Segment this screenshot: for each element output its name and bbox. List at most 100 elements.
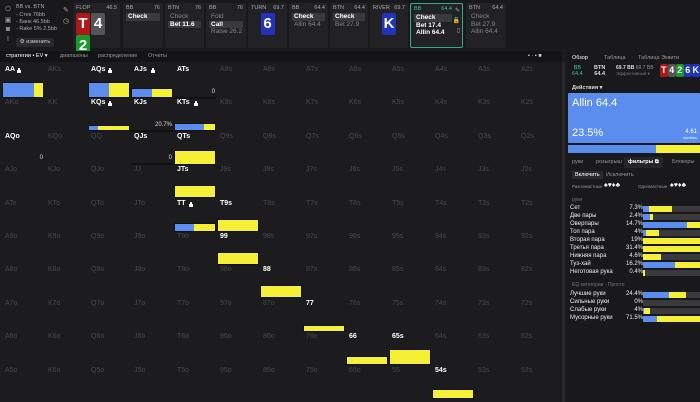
edit-icon[interactable]: ✎ xyxy=(454,8,460,14)
hand-label: A5o xyxy=(5,366,18,374)
suited-suit-filters[interactable]: ♠♥♦♣ xyxy=(670,182,687,189)
action-option[interactable]: Allin 64.4 xyxy=(471,28,498,35)
action-node-bb[interactable]: BB 64.4 Check Bet 17.4 Allin 64.4 ✎ 🔒 ▯ xyxy=(410,3,463,48)
subtab-blockers[interactable]: Блокеры xyxy=(672,159,695,165)
action-node-btn[interactable]: BTN 76 Check Bet 11.6 xyxy=(165,3,204,48)
hand-cell[interactable] xyxy=(389,330,432,366)
hand-cell[interactable] xyxy=(174,163,217,199)
filter-row[interactable]: Топ пара 4% xyxy=(570,229,700,237)
action-option[interactable]: Bet 11.6 xyxy=(168,20,201,28)
category-bar xyxy=(643,230,700,237)
filter-row[interactable]: Мусорные руки 71.5% xyxy=(570,315,700,323)
hand-cell[interactable]: 0 xyxy=(174,63,217,99)
subtab-hands[interactable]: руки xyxy=(572,159,584,165)
power-icon[interactable]: ⏻ xyxy=(5,6,11,13)
exclude-button[interactable]: Исключить xyxy=(606,172,634,178)
scrollbar[interactable] xyxy=(562,62,565,402)
category-bar xyxy=(643,238,700,245)
action-option[interactable]: Allin 64.4 xyxy=(416,29,445,36)
action-option[interactable]: Check xyxy=(333,13,365,21)
action-node-bb[interactable]: BB 64.4 Check Allin 64.4 xyxy=(289,3,328,48)
action-option[interactable]: Call xyxy=(209,20,243,28)
filter-row[interactable]: Сильные руки 0% xyxy=(570,299,700,307)
action-option[interactable]: Check xyxy=(471,13,490,20)
hand-cell[interactable] xyxy=(346,330,389,366)
hand-cell[interactable] xyxy=(260,263,303,299)
action-option[interactable]: Allin 64.4 xyxy=(294,20,321,28)
tab-reports[interactable]: Отчеты xyxy=(148,53,168,59)
change-button[interactable]: ⚙ изменить xyxy=(16,38,54,47)
hand-cell[interactable] xyxy=(174,197,217,232)
subtab-filters[interactable]: фильтры ⧉ xyxy=(624,157,663,168)
subtab-playout[interactable]: розыгрыш xyxy=(596,159,622,165)
action-option[interactable]: Bet 17.4 xyxy=(416,21,441,29)
turn-column[interactable]: TURN 69.7 6 xyxy=(248,3,287,48)
hand-label: 76s xyxy=(349,299,361,307)
offsuit-suit-filters[interactable]: ♠♥♦♣ xyxy=(604,182,621,189)
action-option[interactable]: Bet 27.9 xyxy=(471,20,496,28)
bb-player[interactable]: BB 64.4 xyxy=(572,65,583,77)
flop-column[interactable]: FLOP 46.5 T 42 xyxy=(73,3,120,57)
lock-icon[interactable]: 🔒 xyxy=(452,18,460,24)
hand-cell[interactable] xyxy=(131,63,174,98)
hand-cell[interactable] xyxy=(432,364,475,399)
bar-segment-allin xyxy=(643,206,650,212)
save-icon[interactable]: ▣ xyxy=(4,17,12,24)
hand-cell[interactable] xyxy=(217,197,260,232)
action-node-btn[interactable]: BTN 64.4 Check Bet 27.9 Allin 64.4 xyxy=(466,3,506,48)
hand-cell[interactable] xyxy=(174,130,217,165)
hand-label: 94s xyxy=(435,233,447,240)
filter-row[interactable]: Неготовая рука 0.4% xyxy=(570,269,700,277)
filter-row[interactable]: Слабые руки 4% xyxy=(570,307,700,315)
layout-icons[interactable]: ▪ · ▪ ■ xyxy=(528,53,542,59)
tab-strategy-ev[interactable]: стратегии • EV ▾ xyxy=(6,53,48,59)
action-option[interactable]: Check xyxy=(414,14,452,22)
bar-segment-check xyxy=(674,262,700,269)
hand-cell[interactable]: 0 xyxy=(2,130,45,163)
hand-cell[interactable] xyxy=(217,230,260,265)
hand-cell[interactable] xyxy=(2,63,45,98)
filter-row[interactable]: Нижняя пара 4.6% xyxy=(570,253,700,261)
category-percent: 4% xyxy=(634,307,643,314)
tab-table[interactable]: Таблица xyxy=(604,55,626,61)
text-cursor-icon[interactable]: I xyxy=(7,36,9,43)
action-option[interactable]: Check xyxy=(126,13,160,21)
action-node-bb[interactable]: BB 76 Check xyxy=(123,3,163,48)
hand-cell[interactable] xyxy=(174,96,217,132)
info-line: - Rake 5% 2.5bb xyxy=(16,26,57,32)
action-option[interactable]: Fold xyxy=(211,13,224,20)
edit-icon[interactable]: ✎ xyxy=(63,7,69,14)
hand-cell[interactable]: 0 xyxy=(131,130,174,166)
filter-row[interactable]: Две пары 2.4% xyxy=(570,213,700,221)
hand-value: 0 xyxy=(211,88,215,95)
actions-dropdown[interactable]: Действия ▾ xyxy=(572,85,603,91)
filter-row[interactable]: Вторая пара 19% xyxy=(570,237,700,245)
filter-row[interactable]: Сет 7.3% xyxy=(570,205,700,213)
filter-row[interactable]: Лучшие руки 24.4% xyxy=(570,291,700,299)
hand-cell[interactable] xyxy=(88,63,131,98)
include-button[interactable]: Включить xyxy=(572,171,603,179)
gamepad-icon[interactable]: ◙ xyxy=(5,26,11,33)
tab-distribution[interactable]: распределение xyxy=(98,53,138,59)
hand-cell[interactable]: 20.7% xyxy=(131,96,174,132)
filter-row[interactable]: Туз-хай 16.2% xyxy=(570,261,700,269)
tab-ranges[interactable]: диапазоны xyxy=(60,53,88,59)
action-option[interactable]: Check xyxy=(170,13,189,20)
btn-player[interactable]: BTN 64.4 xyxy=(594,65,606,77)
filter-row[interactable]: Оверпары 14.7% xyxy=(570,221,700,229)
action-node-btn[interactable]: BTN 64.4 Check Bet 27.9 xyxy=(330,3,368,48)
action-option[interactable]: Check xyxy=(292,13,325,21)
copy-icon[interactable]: ▯ xyxy=(456,28,460,34)
tab-equity-table[interactable]: Таблица Эквити xyxy=(638,55,680,61)
action-option[interactable]: Bet 27.9 xyxy=(335,20,360,28)
hand-cell[interactable] xyxy=(88,96,131,132)
clock-icon[interactable]: ◷ xyxy=(63,18,70,25)
action-node-bb[interactable]: BB 76 Fold Call Raise 26.2 xyxy=(206,3,246,48)
river-column[interactable]: RIVER 69.7 K xyxy=(370,3,408,48)
hand-cell[interactable] xyxy=(303,297,346,332)
tab-overview[interactable]: Обзор xyxy=(572,55,588,61)
category-bar xyxy=(643,270,700,277)
action-summary[interactable]: Allin 64.4 23.5% 4.61 combos xyxy=(568,93,700,143)
filter-row[interactable]: Третья пара 31.4% xyxy=(570,245,700,253)
action-option[interactable]: Raise 26.2 xyxy=(211,28,243,35)
